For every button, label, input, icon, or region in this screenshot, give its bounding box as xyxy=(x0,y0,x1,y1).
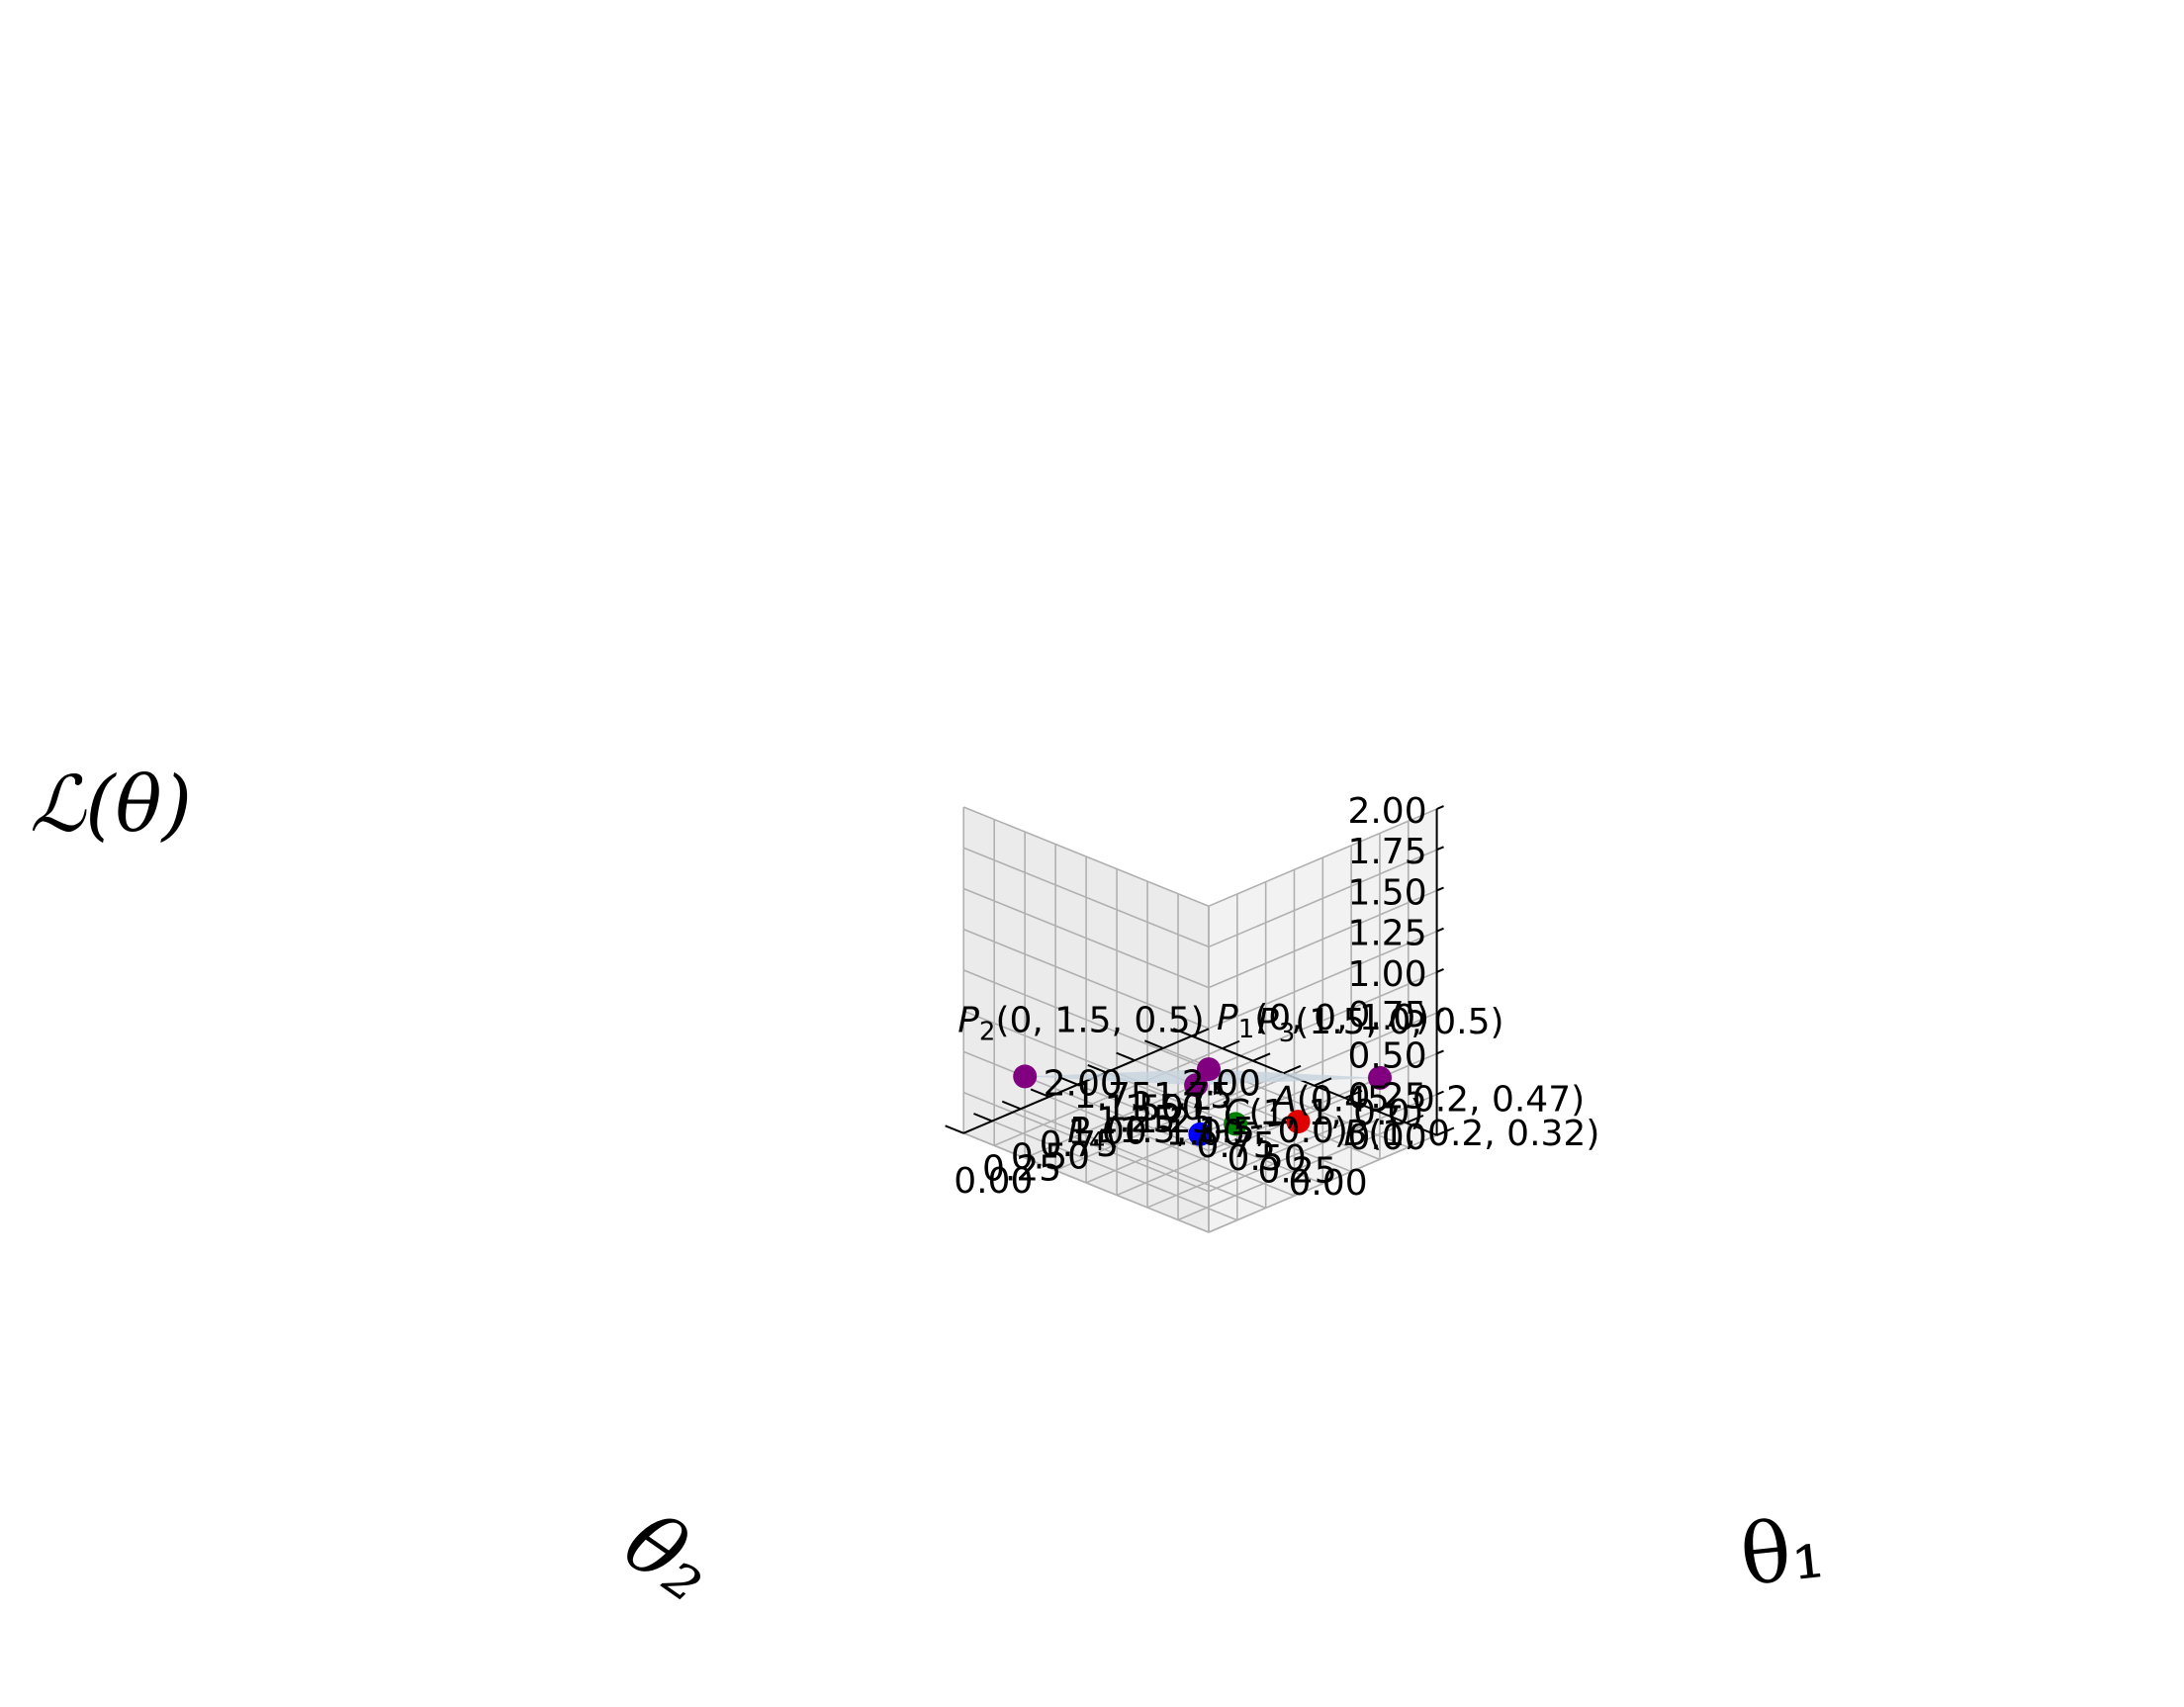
theta2-tick-label: 1.25 xyxy=(1136,1101,1215,1141)
theta2-tick xyxy=(1344,1089,1363,1100)
descent-path-layer xyxy=(1194,1068,1299,1136)
theta2-tick xyxy=(1406,1114,1424,1124)
loss-tick-label: 1.25 xyxy=(1347,914,1426,954)
theta2-tick-label: 0.00 xyxy=(1288,1163,1367,1204)
theta2-tick xyxy=(1375,1102,1394,1112)
theta2-tick xyxy=(1222,1039,1240,1050)
point-label-a: A(0.45, 0.2, 0.47) xyxy=(1270,1079,1585,1120)
loss-tick xyxy=(1436,927,1444,933)
loss-tick-label: 1.75 xyxy=(1347,832,1426,872)
theta2-tick-label: 0.25 xyxy=(1257,1150,1336,1191)
theta1-tick xyxy=(1172,1028,1193,1037)
point-labels-layer: P1(0, 0, 1.0) P2(0, 1.5, 0.5) P3(1.5, 0, 0… xyxy=(957,998,1599,1157)
point-c xyxy=(1188,1122,1213,1146)
loss-tick-label: 0.25 xyxy=(1347,1077,1426,1118)
point-p3 xyxy=(1368,1065,1392,1090)
theta1-tick-label: 1.00 xyxy=(1068,1113,1147,1153)
theta2-tick-label: 1.50 xyxy=(1105,1089,1184,1129)
grid-line xyxy=(1208,808,1437,907)
loss-tick-label: 0.00 xyxy=(1347,1118,1426,1158)
theta1-tick xyxy=(1144,1039,1164,1049)
grid-line xyxy=(1054,1072,1285,1172)
theta1-tick-label: 1.75 xyxy=(1153,1076,1232,1117)
grid-line xyxy=(962,887,1210,989)
theta2-tick-label: 2.00 xyxy=(1044,1064,1123,1105)
point-label-p4: P4(1.5, 1.5, 0.0) xyxy=(1067,1111,1348,1157)
grid-line xyxy=(962,806,1210,907)
theta2-tick-label: 1.75 xyxy=(1074,1076,1153,1117)
loss-axis-title: ℒ(θ) xyxy=(30,761,192,850)
theta1-tick-label: 1.50 xyxy=(1125,1088,1204,1128)
theta1-tick-label: 2.00 xyxy=(1182,1064,1261,1105)
loss-tick xyxy=(1436,1090,1444,1096)
theta1-tick xyxy=(1001,1100,1022,1111)
loss-tick-label: 0.50 xyxy=(1347,1035,1426,1076)
theta1-tick-label: 0.25 xyxy=(982,1149,1061,1190)
grid-line xyxy=(1208,930,1437,1030)
loss-tick xyxy=(1436,846,1444,852)
loss-tick-label: 1.50 xyxy=(1347,872,1426,913)
point-p2 xyxy=(1013,1064,1038,1089)
theta1-tick xyxy=(1087,1063,1107,1074)
loss-tick-label: 2.00 xyxy=(1347,791,1426,832)
theta2-tick xyxy=(1252,1052,1271,1062)
theta1-tick-label: 0.00 xyxy=(954,1161,1033,1202)
grid-line xyxy=(993,1047,1224,1147)
loss-tick xyxy=(1436,1009,1444,1015)
loss-tick-label: 1.00 xyxy=(1347,954,1426,995)
tick-labels-layer: 0.000.250.500.751.001.251.501.752.000.00… xyxy=(945,791,1455,1204)
descent-path xyxy=(1194,1068,1299,1136)
point-p1 xyxy=(1197,1057,1221,1082)
grid-line xyxy=(962,847,1210,948)
theta1-tick xyxy=(1030,1088,1050,1098)
theta2-tick xyxy=(1314,1077,1332,1087)
point-a xyxy=(1224,1112,1248,1136)
theta2-tick xyxy=(1283,1064,1302,1075)
loss-tick xyxy=(1436,805,1444,810)
grid-line xyxy=(1208,849,1437,948)
grid-line xyxy=(962,969,1210,1070)
loss-tick xyxy=(1436,886,1444,892)
theta1-axis-title: θ₁ xyxy=(1736,1499,1829,1604)
point-label-b: B(1, 0.2, 0.32) xyxy=(1344,1114,1600,1154)
point-label-p3: P3(1.5, 0, 0.5) xyxy=(1257,1002,1504,1048)
theta1-tick-label: 0.50 xyxy=(1011,1136,1090,1177)
point-label-p2: P2(0, 1.5, 0.5) xyxy=(957,1000,1205,1046)
grid-line xyxy=(962,928,1210,1030)
theta1-tick xyxy=(973,1113,993,1123)
point-label-p1: P1(0, 0, 1.0) xyxy=(1217,998,1429,1044)
theta2-tick-label: 1.00 xyxy=(1166,1114,1245,1154)
point-b xyxy=(1286,1110,1311,1134)
loss-tick xyxy=(1436,1049,1444,1055)
point-label-c: C(1, 1, 0.0) xyxy=(1224,1093,1423,1133)
loss-tick-label: 0.75 xyxy=(1347,995,1426,1035)
theta1-tick-label: 1.25 xyxy=(1096,1100,1175,1140)
theta1-tick xyxy=(945,1124,964,1134)
theta2-tick xyxy=(1191,1028,1210,1037)
theta2-tick-label: 0.50 xyxy=(1227,1138,1306,1179)
theta2-tick-label: 0.75 xyxy=(1197,1125,1276,1166)
theta2-axis-title: θ₂ xyxy=(607,1493,731,1621)
theta1-tick-label: 0.75 xyxy=(1040,1124,1119,1165)
loss-tick xyxy=(1436,1130,1444,1136)
grid-line xyxy=(1208,971,1437,1070)
grid-lines xyxy=(962,806,1438,1233)
loss-tick xyxy=(1436,968,1444,973)
points-layer xyxy=(1013,1057,1392,1146)
theta1-tick xyxy=(1116,1051,1136,1062)
theta1-tick xyxy=(1058,1076,1078,1086)
point-p4 xyxy=(1184,1073,1209,1098)
grid-line xyxy=(1208,889,1437,989)
